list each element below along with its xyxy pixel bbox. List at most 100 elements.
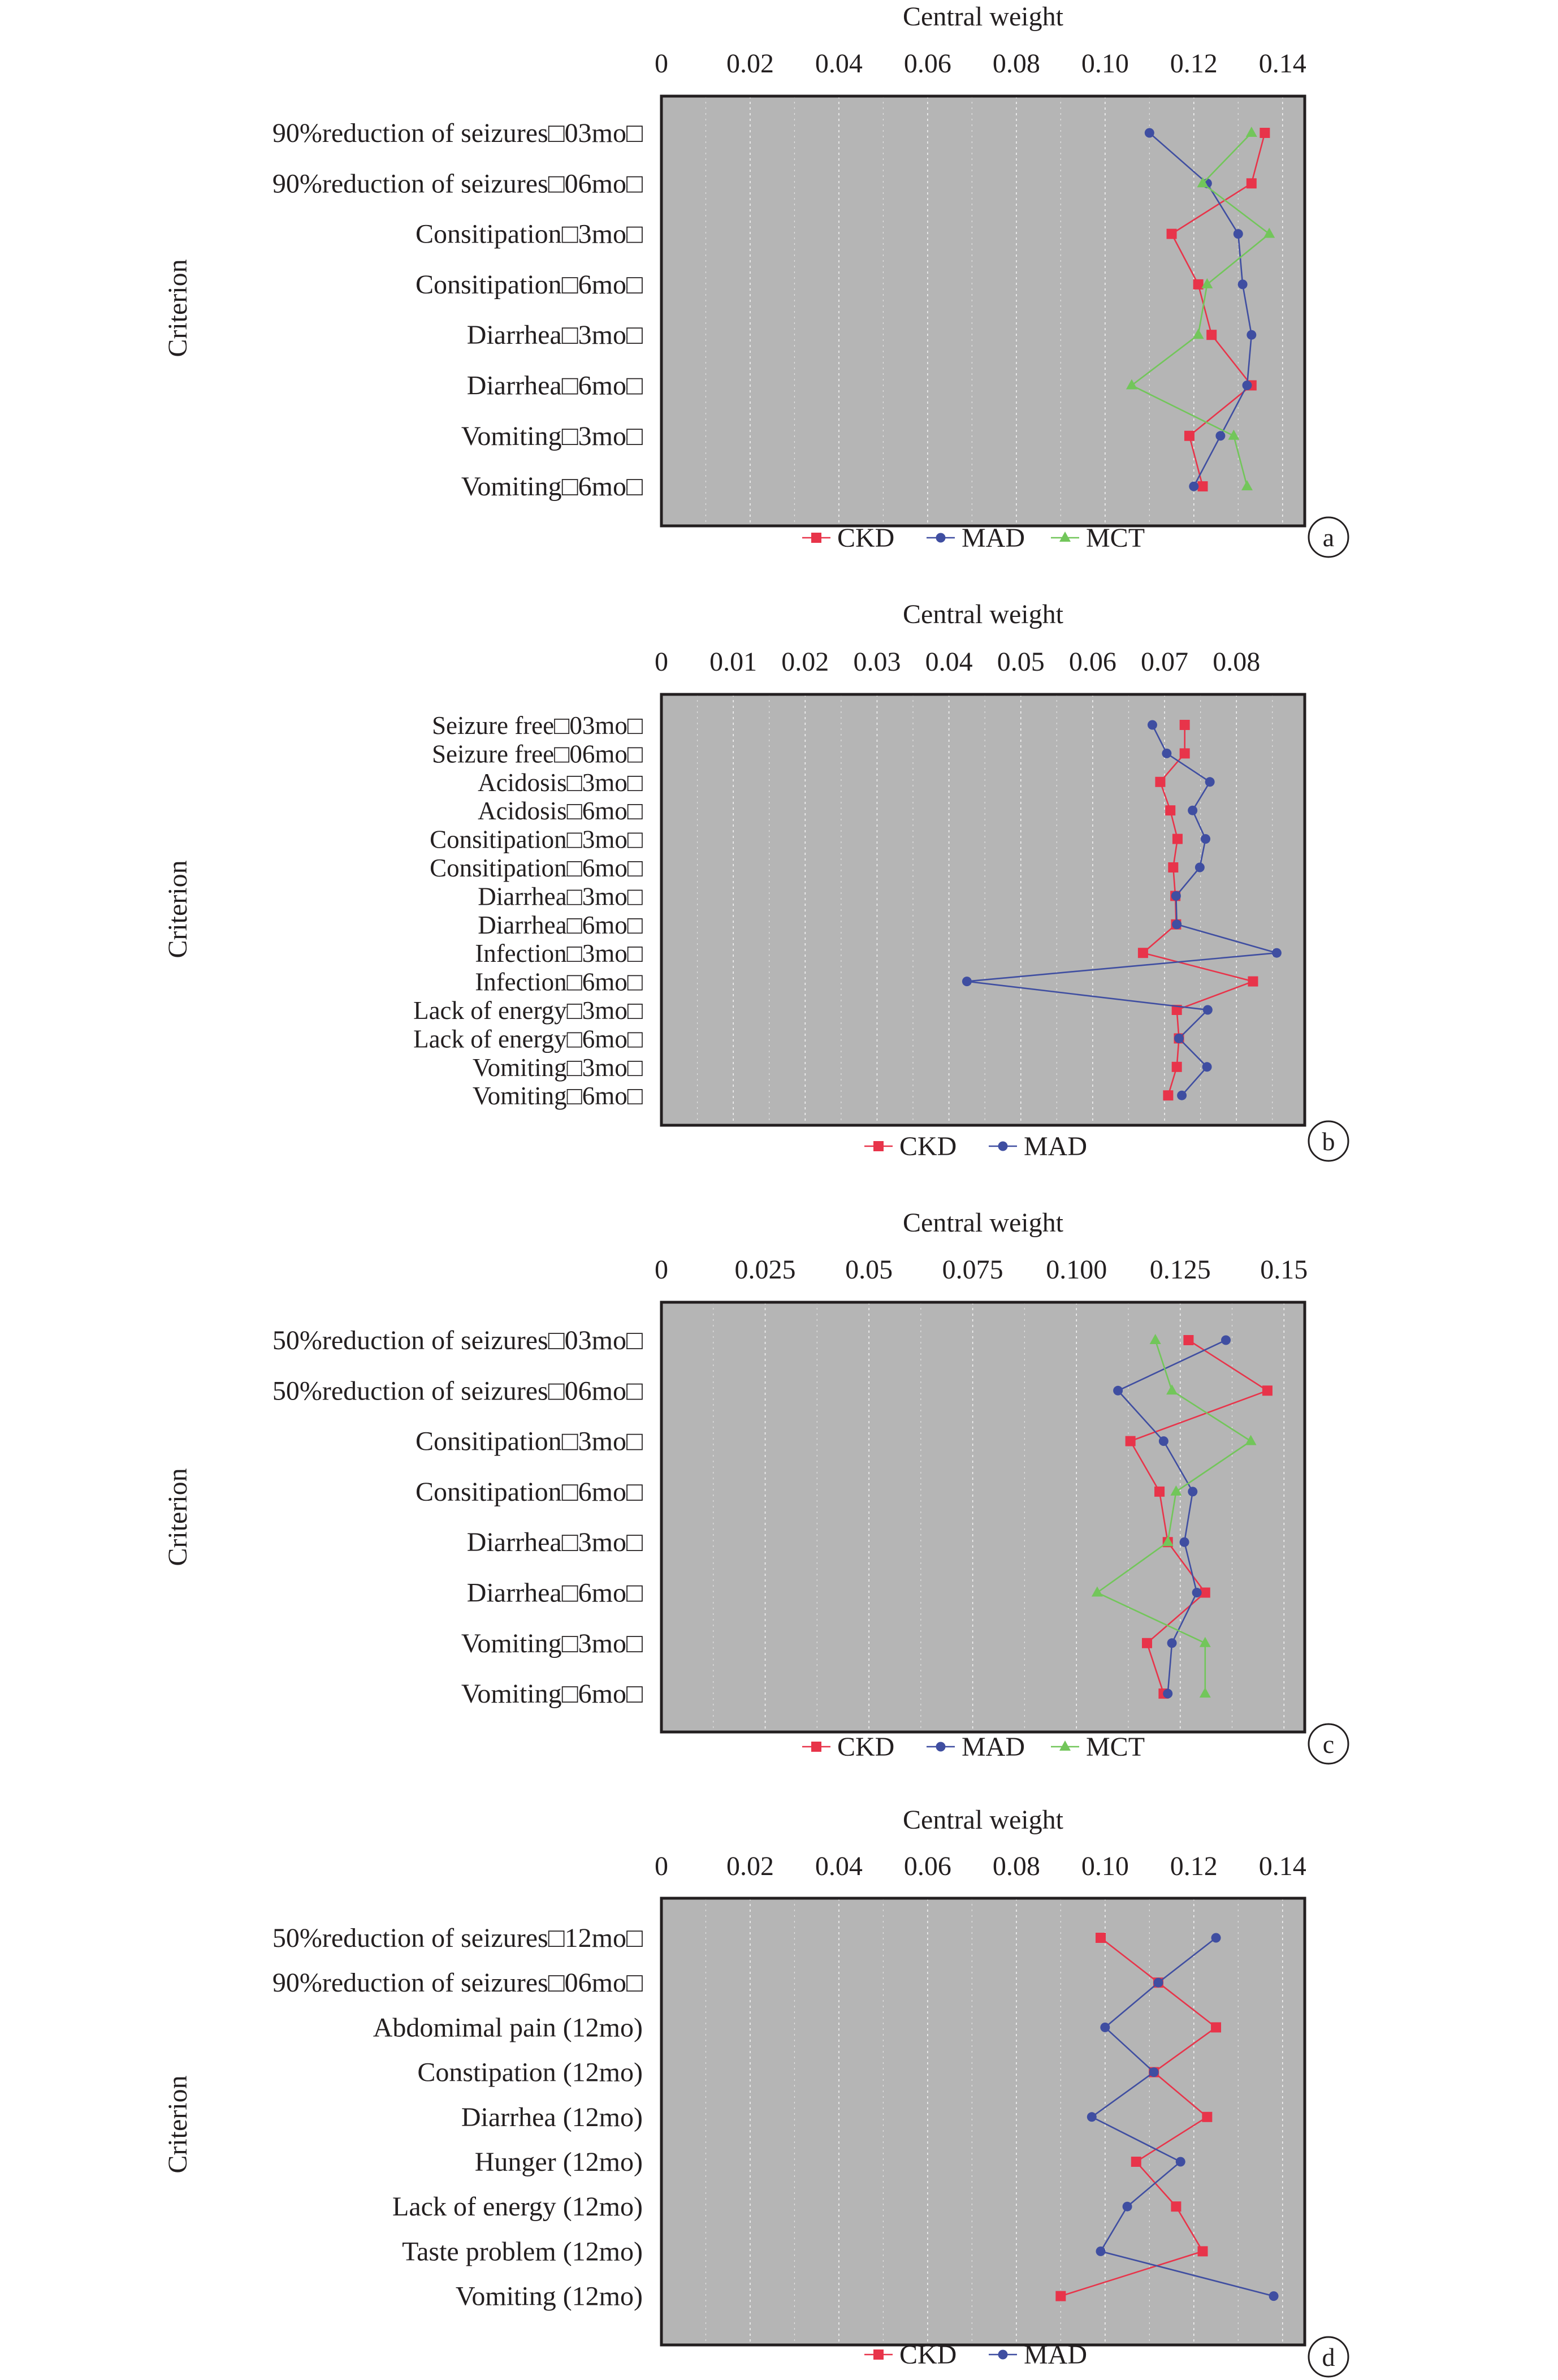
category-label-b-3: Acidosis□6mo□ [478, 797, 643, 825]
panel-label-circle-a [1308, 516, 1349, 558]
x-tick-label-d-5: 0.10 [1081, 1851, 1129, 1881]
category-label-a-3: Consitipation□6mo□ [416, 270, 643, 300]
legend-marker [811, 533, 821, 543]
point-a-mad-0 [1144, 128, 1154, 138]
category-label-d-0: 50%reduction of seizures□12mo□ [272, 1923, 643, 1953]
plot-frame-d [660, 1897, 1306, 2347]
legend-label: MCT [1086, 1732, 1145, 1762]
x-tick-label-b-0: 0 [655, 647, 668, 677]
legend-marker [998, 2349, 1008, 2360]
legend-marker [811, 1742, 821, 1752]
plot-area-b [661, 694, 1305, 1125]
point-b-ckd-10 [1171, 1005, 1182, 1015]
category-label-b-9: Infection□6mo□ [475, 968, 643, 996]
point-a-ckd-1 [1246, 178, 1257, 189]
point-d-ckd-7 [1197, 2246, 1208, 2257]
point-d-mad-3 [1149, 2067, 1159, 2077]
panel-label-b: b [1322, 1127, 1335, 1156]
point-d-mad-5 [1175, 2157, 1185, 2167]
point-a-mct-3 [1201, 278, 1213, 288]
x-tick-label-b-6: 0.06 [1069, 647, 1116, 677]
category-label-b-7: Diarrhea□6mo□ [478, 911, 643, 939]
category-label-d-3: Constipation (12mo) [417, 2058, 643, 2088]
category-label-c-7: Vomiting□6mo□ [461, 1679, 643, 1709]
point-d-ckd-6 [1171, 2201, 1182, 2212]
point-b-mad-0 [1147, 720, 1157, 730]
panel-b: Central weight 0 0.01 0.02 0.03 0.04 0.05 0.06 0… [163, 599, 1349, 1162]
point-a-ckd-0 [1260, 128, 1270, 138]
panel-label-c: c [1323, 1730, 1334, 1759]
category-label-b-10: Lack of energy□3mo□ [413, 996, 643, 1025]
legend-marker [998, 1141, 1008, 1151]
category-label-b-12: Vomiting□3mo□ [473, 1053, 643, 1082]
category-label-a-6: Vomiting□3mo□ [461, 421, 643, 451]
x-tick-label-c-1: 0.025 [735, 1255, 796, 1285]
x-axis-title-b: Central weight [903, 599, 1064, 629]
category-label-b-0: Seizure free□03mo□ [432, 711, 643, 740]
category-label-c-3: Consitipation□6mo□ [416, 1477, 643, 1507]
legend-item-d-mad: MAD [989, 2340, 1087, 2370]
x-tick-label-a-4: 0.08 [993, 49, 1040, 79]
point-b-ckd-4 [1172, 833, 1183, 844]
point-c-ckd-5 [1200, 1587, 1210, 1598]
point-a-ckd-4 [1206, 330, 1217, 340]
category-label-b-13: Vomiting□6mo□ [473, 1082, 643, 1110]
legend-label: MCT [1086, 523, 1145, 553]
point-b-mad-5 [1195, 862, 1205, 872]
legend-item-a-mct: MCT [1051, 523, 1145, 553]
point-c-mct-1 [1166, 1384, 1178, 1395]
legend-label: MAD [1024, 2340, 1087, 2370]
point-c-mct-7 [1199, 1687, 1211, 1698]
point-a-mct-1 [1197, 177, 1209, 188]
x-tick-label-d-0: 0 [655, 1851, 668, 1881]
point-c-mad-1 [1113, 1385, 1123, 1396]
legend-item-c-mct: MCT [1051, 1732, 1145, 1762]
point-a-mct-4 [1192, 329, 1204, 339]
point-b-ckd-5 [1168, 862, 1179, 872]
legend-label: MAD [962, 1732, 1025, 1762]
x-tick-label-b-3: 0.03 [853, 647, 901, 677]
point-c-mct-4 [1162, 1536, 1174, 1547]
point-c-mad-0 [1221, 1335, 1231, 1345]
point-a-mad-7 [1189, 481, 1199, 491]
x-tick-label-b-4: 0.04 [925, 647, 973, 677]
point-b-ckd-8 [1137, 948, 1148, 958]
legend-marker [873, 2349, 884, 2360]
series-line-a-mct [1130, 132, 1271, 487]
category-label-d-5: Hunger (12mo) [475, 2147, 643, 2177]
category-label-a-2: Consitipation□3mo□ [416, 219, 643, 249]
x-tick-label-c-6: 0.15 [1260, 1255, 1308, 1285]
x-tick-label-c-4: 0.100 [1046, 1255, 1107, 1285]
x-tick-label-a-0: 0 [655, 49, 668, 79]
plot-frame-c [660, 1301, 1306, 1734]
series-line-c-mct [1096, 1340, 1252, 1694]
y-axis-title-c: Criterion [163, 1468, 193, 1566]
x-tick-label-d-1: 0.02 [726, 1851, 774, 1881]
point-c-ckd-1 [1262, 1385, 1273, 1396]
point-b-ckd-3 [1165, 805, 1176, 816]
point-b-mad-12 [1202, 1062, 1212, 1072]
point-a-mad-6 [1215, 431, 1226, 441]
point-a-mad-2 [1233, 229, 1243, 239]
category-label-c-2: Consitipation□3mo□ [416, 1427, 643, 1457]
category-label-a-0: 90%reduction of seizures□03mo□ [272, 118, 643, 148]
point-d-ckd-8 [1055, 2291, 1066, 2301]
point-c-mad-3 [1188, 1487, 1198, 1497]
point-d-mad-0 [1211, 1933, 1221, 1943]
point-d-mad-6 [1122, 2201, 1132, 2211]
point-c-ckd-0 [1183, 1335, 1194, 1345]
plot-frame-a [660, 94, 1306, 528]
point-d-ckd-4 [1202, 2111, 1213, 2122]
plot-area-c [661, 1302, 1305, 1732]
legend-item-a-mad: MAD [927, 523, 1025, 553]
point-a-mct-5 [1126, 379, 1137, 390]
category-label-d-1: 90%reduction of seizures□06mo□ [272, 1968, 643, 1998]
category-label-a-7: Vomiting□6mo□ [461, 472, 643, 502]
x-axis-title-c: Central weight [903, 1208, 1064, 1238]
x-tick-label-a-3: 0.06 [904, 49, 951, 79]
point-d-mad-4 [1087, 2112, 1097, 2122]
point-a-mct-6 [1228, 429, 1240, 440]
point-b-ckd-13 [1163, 1090, 1174, 1101]
point-a-mct-2 [1263, 227, 1275, 238]
